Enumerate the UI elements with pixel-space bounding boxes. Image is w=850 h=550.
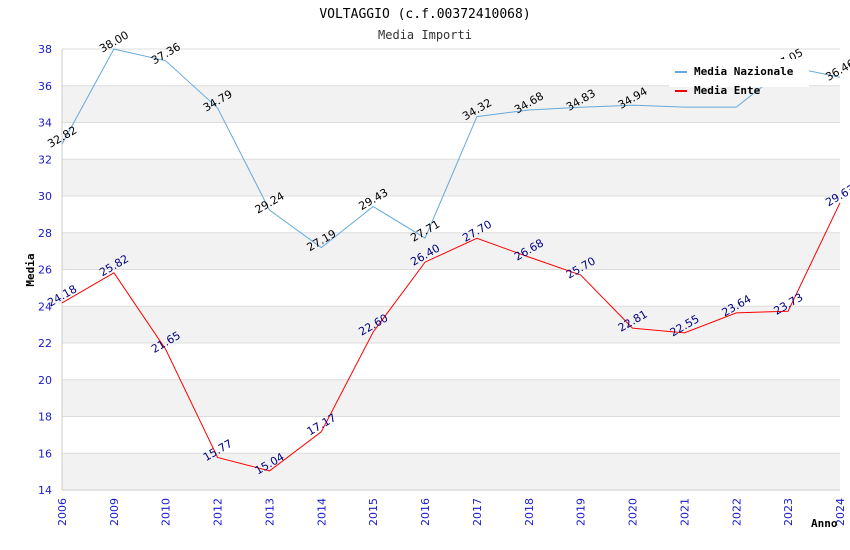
grid-band: [62, 122, 840, 160]
grid-band: [62, 306, 840, 343]
y-tick-label: 28: [38, 227, 52, 240]
x-tick-label: 2013: [263, 498, 276, 526]
legend-box: [669, 59, 809, 87]
y-tick-label: 30: [38, 190, 52, 203]
x-tick-label: 2020: [627, 498, 640, 526]
x-tick-label: 2019: [575, 498, 588, 526]
legend-label-nazionale: Media Nazionale: [694, 65, 794, 78]
grid-band: [62, 269, 840, 307]
y-tick-label: 20: [38, 374, 52, 387]
x-axis-label: Anno: [811, 517, 838, 530]
y-tick-label: 18: [38, 411, 52, 424]
grid-band: [62, 453, 840, 490]
series-line-nazionale: [61, 48, 841, 249]
plot-background: [61, 48, 840, 491]
y-tick-label: 14: [38, 484, 52, 497]
x-tick-label: 2016: [419, 498, 432, 526]
y-tick-label: 34: [38, 117, 52, 130]
x-axis: 2006 2009 2010 2012 2013 2014 2015 2016 2017 2018…: [56, 498, 847, 526]
x-tick-label: 2024: [834, 498, 847, 526]
x-tick-label: 2006: [56, 498, 69, 526]
legend-label-ente: Media Ente: [694, 84, 761, 97]
y-tick-label: 38: [38, 43, 52, 56]
series-lines: [61, 48, 841, 472]
x-tick-label: 2022: [730, 498, 743, 526]
chart-title: VOLTAGGIO (c.f.00372410068): [319, 7, 530, 22]
y-tick-label: 36: [38, 80, 52, 93]
x-tick-label: 2017: [471, 498, 484, 526]
x-tick-label: 2009: [108, 498, 121, 526]
series-line-ente: [61, 202, 841, 472]
y-tick-label: 22: [38, 337, 52, 350]
x-tick-label: 2023: [782, 498, 795, 526]
grid-band: [62, 85, 840, 123]
grid-band: [62, 416, 840, 454]
y-tick-label: 24: [38, 300, 52, 313]
chart-subtitle: Media Importi: [378, 28, 472, 42]
y-tick-label: 32: [38, 153, 52, 166]
y-axis-label: Media: [24, 253, 37, 286]
grid-band: [62, 343, 840, 380]
x-tick-label: 2012: [212, 498, 225, 526]
grid-band: [62, 232, 840, 270]
legend: Media Nazionale Media Ente: [669, 59, 809, 97]
grid-band: [62, 379, 840, 417]
y-axis: 14 16 18 20 22 24 26 28 30 32 34 36 38: [38, 43, 52, 497]
x-tick-label: 2018: [523, 498, 536, 526]
x-tick-label: 2021: [678, 498, 691, 526]
grid-band: [62, 196, 840, 233]
y-tick-label: 16: [38, 447, 52, 460]
x-tick-label: 2015: [367, 498, 380, 526]
x-tick-label: 2010: [160, 498, 173, 526]
x-tick-label: 2014: [315, 498, 328, 526]
y-tick-label: 26: [38, 264, 52, 277]
